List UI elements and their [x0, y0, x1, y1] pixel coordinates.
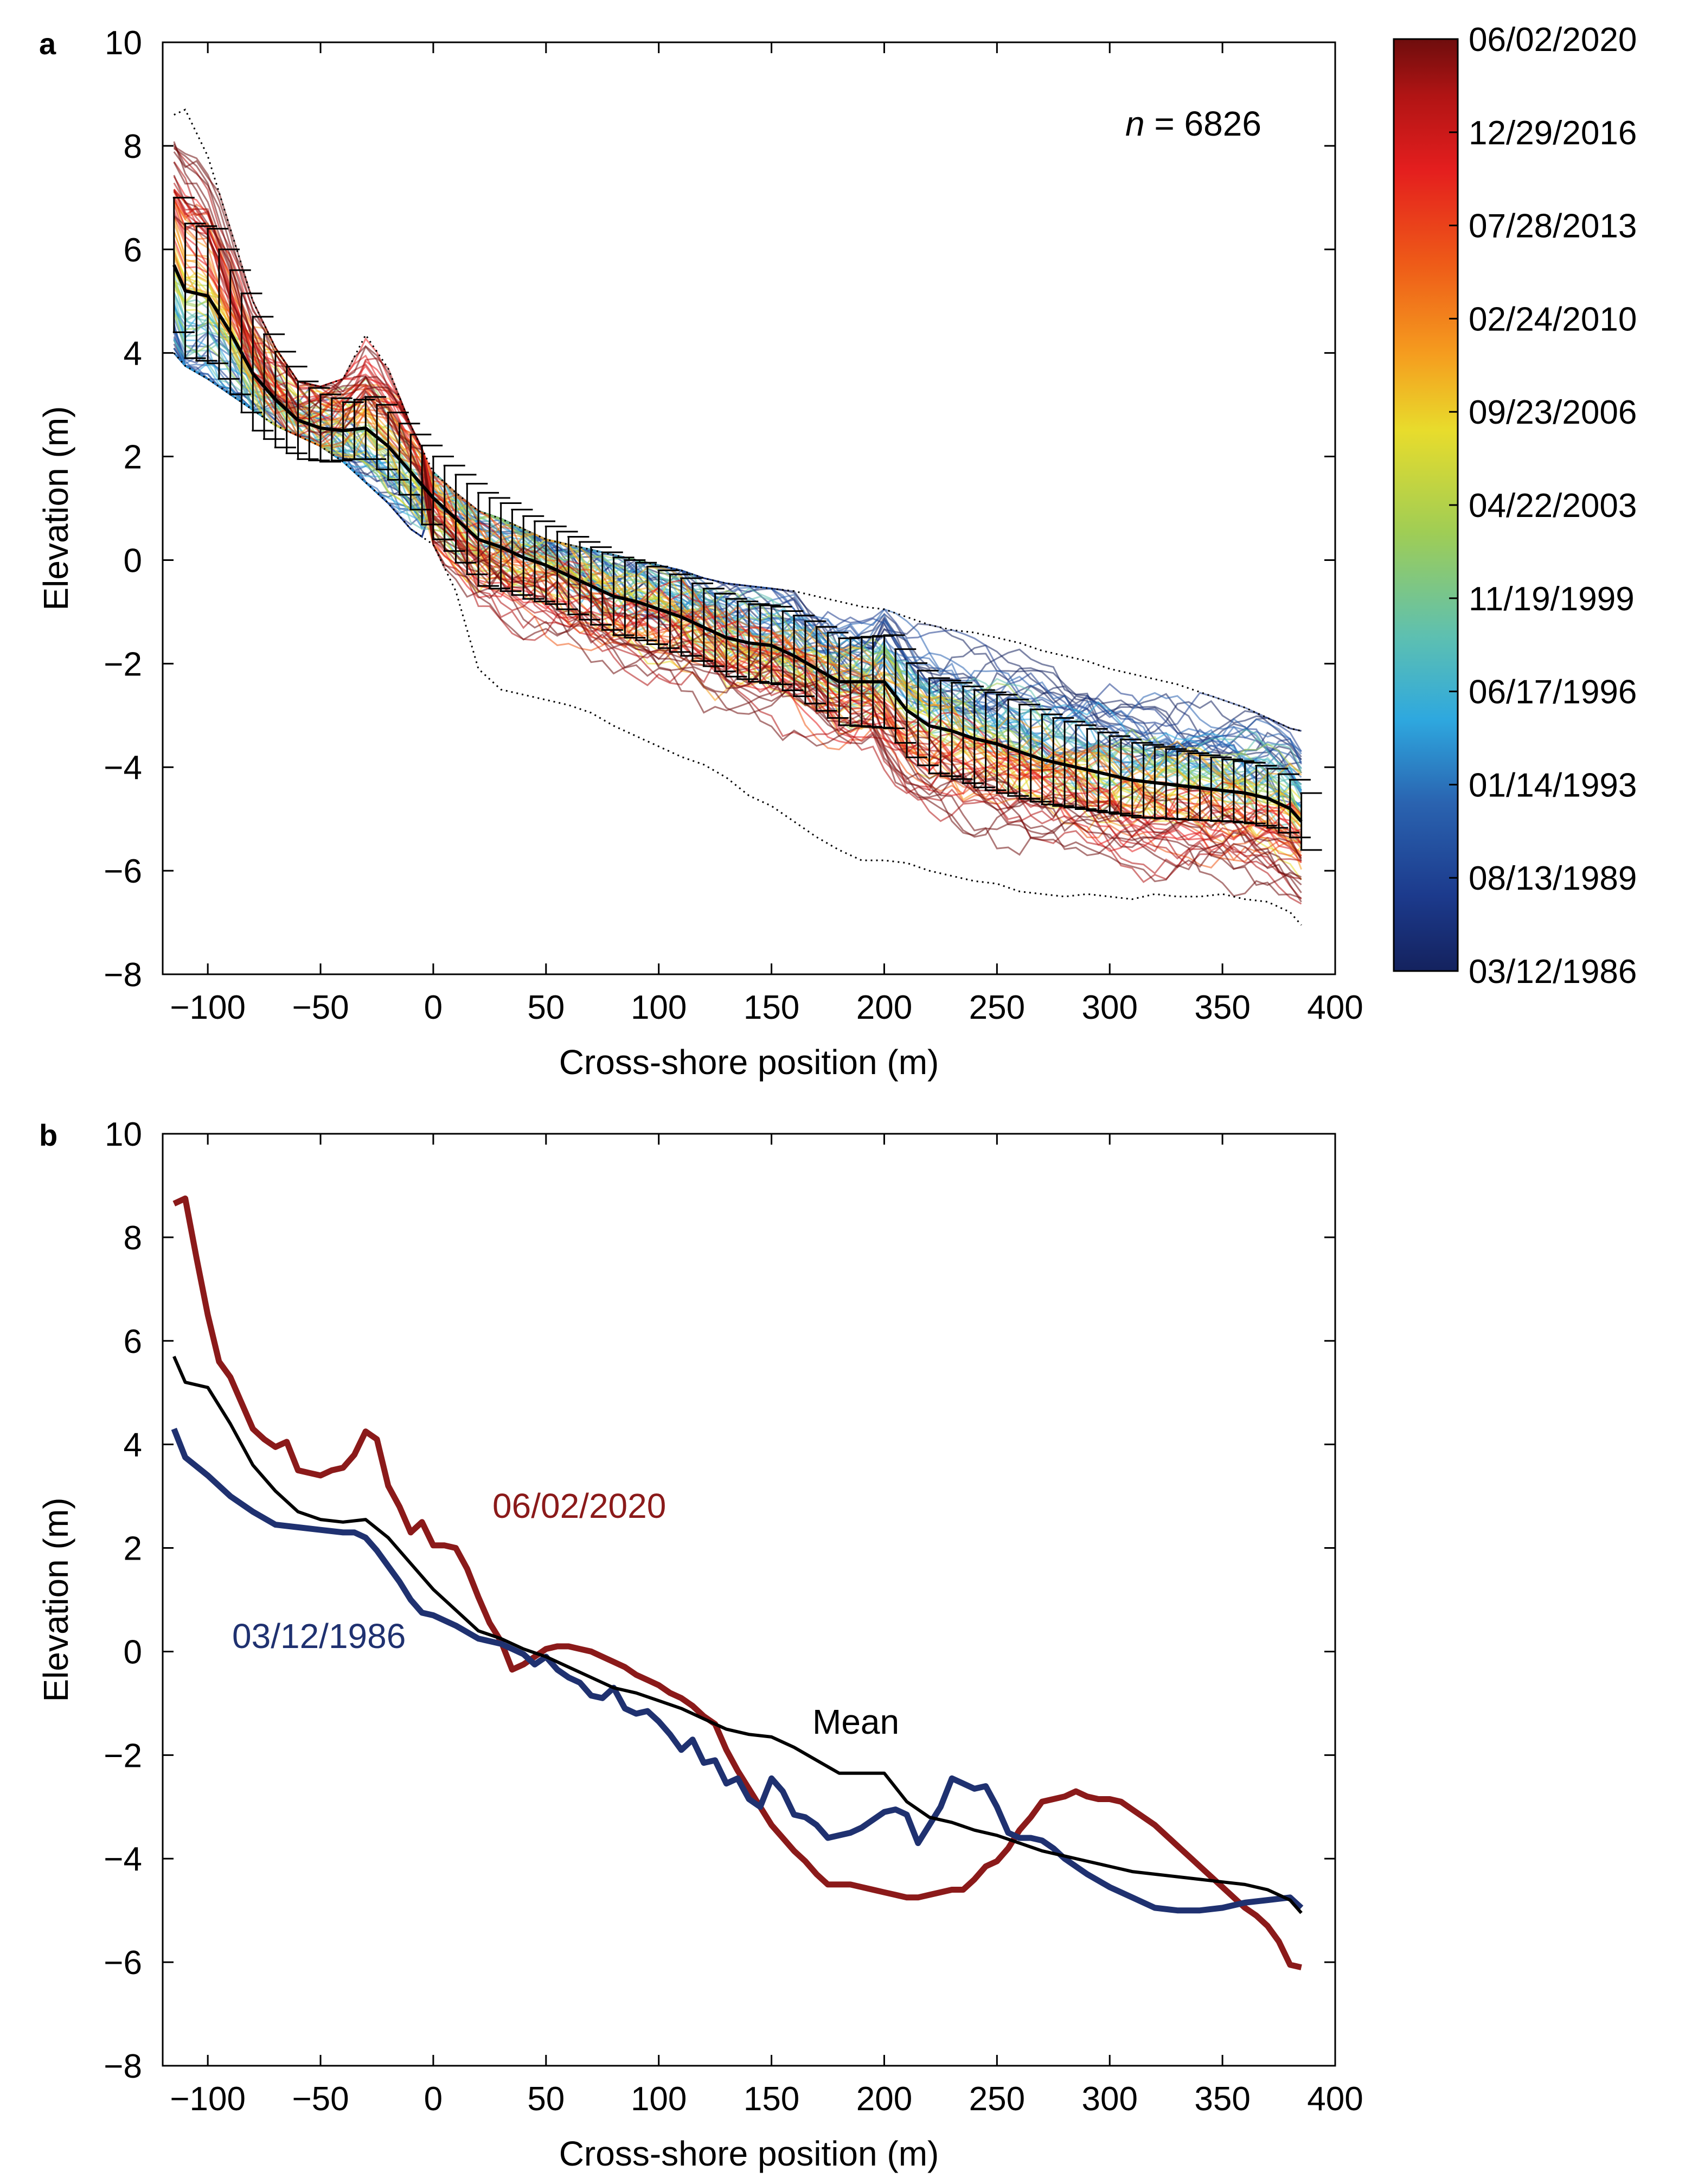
colorbar-label: 06/17/1996	[1469, 674, 1637, 711]
a-y-tick-label: 6	[124, 232, 142, 269]
a-x-tick-label: 350	[1194, 989, 1250, 1026]
colorbar: 06/02/2020 12/29/2016 07/28/2013 02/24/2010…	[1393, 21, 1637, 991]
profile-line	[173, 145, 1302, 893]
colorbar-label: 09/23/2006	[1469, 394, 1637, 431]
a-x-tick-label: 150	[744, 989, 799, 1026]
a-x-tick-label: 100	[631, 989, 687, 1026]
a-x-tick-label: 300	[1082, 989, 1138, 1026]
panel-a-xlabel: Cross-shore position (m)	[559, 1043, 939, 1082]
b-x-tick-label: 250	[969, 2080, 1025, 2118]
a-y-tick-label: −2	[104, 646, 142, 683]
profile-line	[173, 215, 1302, 886]
a-y-tick-label: 2	[124, 439, 142, 476]
envelope-max-line	[174, 108, 1302, 732]
b-y-tick-label: −6	[104, 1944, 142, 1982]
panel-a-count-symbol: n	[1125, 104, 1145, 143]
panel-b-x-ticks: −100 −50 0 50 100 150 200 250 300 350 400	[170, 1134, 1363, 2118]
panel-b-lines	[171, 1195, 1304, 1971]
profile-1986-line	[171, 1427, 1304, 1914]
mean-line-b	[172, 1356, 1303, 1914]
panel-a-letter: a	[39, 27, 56, 61]
panel-a: a −100 −50 0 50 100 150 200 250 300 350 400 −8−6−4…	[36, 21, 1637, 1082]
a-x-tick-label: 250	[969, 989, 1025, 1026]
panel-a-profile-lines	[173, 141, 1303, 905]
b-y-tick-label: 2	[124, 1530, 142, 1568]
colorbar-label: 06/02/2020	[1469, 21, 1637, 59]
label-03-12-1986: 03/12/1986	[232, 1617, 406, 1656]
profile-line	[173, 216, 1302, 883]
b-x-tick-label: 100	[631, 2080, 687, 2118]
b-x-tick-label: 400	[1307, 2080, 1363, 2118]
colorbar-gradient	[1393, 38, 1459, 972]
panel-a-y-ticks: −8 −6 −4 −2 0 2 4 6 8 10	[104, 24, 1335, 994]
colorbar-label: 04/22/2003	[1469, 487, 1637, 525]
colorbar-label: 07/28/2013	[1469, 208, 1637, 245]
profile-2020-line	[172, 1195, 1302, 1971]
b-x-tick-label: 300	[1082, 2080, 1138, 2118]
colorbar-labels: 06/02/2020 12/29/2016 07/28/2013 02/24/2010…	[1449, 21, 1637, 991]
b-y-tick-label: 4	[124, 1427, 142, 1464]
panel-b-plot-area	[163, 1134, 1335, 2066]
colorbar-label: 08/13/1989	[1469, 860, 1637, 897]
colorbar-label: 02/24/2010	[1469, 301, 1637, 338]
panel-b: b −100 −50 0 50 100 150 200 250 300 350 400 −8−6−4…	[36, 1116, 1363, 2173]
b-y-tick-label: −4	[104, 1841, 142, 1878]
a-x-tick-label: 200	[856, 989, 912, 1026]
panel-a-count-value: = 6826	[1145, 104, 1261, 143]
b-y-tick-label: −8	[104, 2048, 142, 2085]
colorbar-label: 11/19/1999	[1469, 580, 1635, 618]
b-y-tick-label: 10	[105, 1116, 142, 1153]
panel-a-x-ticks: −100 −50 0 50 100 150 200 250 300 350 400	[170, 42, 1363, 1026]
profile-line	[173, 327, 1302, 782]
a-x-tick-label: −50	[292, 989, 349, 1026]
mean-line-a	[172, 264, 1303, 823]
b-x-tick-label: 50	[527, 2080, 565, 2118]
b-y-tick-label: 6	[124, 1323, 142, 1361]
b-y-tick-label: −2	[104, 1737, 142, 1774]
panel-b-xlabel: Cross-shore position (m)	[559, 2134, 939, 2173]
envelope-min-line	[173, 352, 1302, 926]
a-x-tick-label: 50	[527, 989, 565, 1026]
b-x-tick-label: −100	[170, 2080, 246, 2118]
panel-a-envelope	[173, 108, 1302, 926]
a-x-tick-label: −100	[170, 989, 246, 1026]
a-x-tick-label: 400	[1307, 989, 1363, 1026]
a-y-tick-label: 4	[124, 335, 142, 373]
a-y-tick-label: 8	[124, 128, 142, 165]
colorbar-label: 03/12/1986	[1469, 953, 1637, 991]
b-y-tick-label: 0	[124, 1633, 142, 1671]
b-y-tick-label: 8	[124, 1219, 142, 1257]
panel-b-letter: b	[39, 1118, 57, 1152]
a-x-tick-label: 0	[424, 989, 443, 1026]
b-x-tick-label: 350	[1194, 2080, 1250, 2118]
label-06-02-2020: 06/02/2020	[492, 1486, 666, 1525]
label-mean: Mean	[812, 1702, 899, 1741]
b-x-tick-label: 200	[856, 2080, 912, 2118]
panel-b-ylabel: Elevation (m)	[36, 1498, 75, 1702]
panel-b-frame	[162, 1133, 1336, 2067]
panel-a-count-annotation: n = 6826	[1125, 104, 1261, 143]
panel-a-frame	[162, 41, 1336, 975]
colorbar-label: 01/14/1993	[1469, 767, 1637, 804]
a-y-tick-label: −8	[104, 956, 142, 994]
panel-a-mean	[172, 264, 1303, 823]
b-x-tick-label: −50	[292, 2080, 349, 2118]
panel-a-ylabel: Elevation (m)	[36, 406, 75, 611]
a-y-tick-label: −4	[104, 749, 142, 787]
a-y-tick-label: −6	[104, 853, 142, 890]
profile-line	[173, 143, 1302, 859]
a-y-tick-label: 10	[105, 24, 142, 62]
b-x-tick-label: 0	[424, 2080, 443, 2118]
colorbar-label: 12/29/2016	[1469, 114, 1637, 152]
panel-b-y-ticks: −8 −6 −4 −2 0 2 4 6 8 10	[104, 1116, 1335, 2085]
a-y-tick-label: 0	[124, 542, 142, 579]
b-x-tick-label: 150	[744, 2080, 799, 2118]
